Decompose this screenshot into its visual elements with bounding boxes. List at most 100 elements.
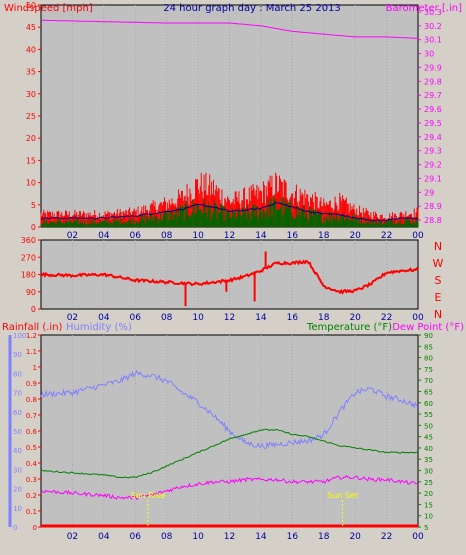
x-tick-label: 18 [318,231,330,241]
barometer-axis-title: Barometer [.in] [386,3,462,14]
x-tick-label: 16 [287,313,299,323]
x-tick-label: 08 [161,231,173,241]
humidity-y-tick-label: 80 [13,370,22,378]
dir-y-tick-label: 90 [26,288,36,297]
wind-axis-title: Windspeed [mph] [4,3,93,14]
x-tick-label: 08 [161,532,173,542]
compass-label: E [435,291,442,304]
temp-y-tick-label: 70 [424,377,433,385]
baro-y-tick-label: 29.2 [424,161,442,170]
x-tick-label: 02 [67,231,78,241]
x-tick-label: 20 [349,532,361,542]
graph-title: 24 hour graph day : March 25 2013 [163,3,341,14]
baro-y-tick-label: 30.2 [424,22,442,31]
temp-y-tick-label: 35 [424,456,433,464]
temp-y-tick-label: 5 [424,524,428,532]
wind-y-tick-label: 20 [26,134,36,143]
humidity-y-tick-label: 30 [13,466,22,474]
baro-y-tick-label: 29.3 [424,147,442,156]
wind-y-tick-label: 30 [26,90,36,99]
rain-y-tick-label: 0.5 [26,444,37,452]
temperature-line [40,428,419,479]
rain-y-tick-label: 0.7 [26,412,37,420]
temp-y-tick-label: 80 [424,355,433,363]
x-tick-label: 02 [67,313,78,323]
humidity-line [40,370,418,450]
wind-y-tick-label: 25 [26,112,36,121]
x-tick-label: 00 [412,313,424,323]
x-tick-label: 10 [192,313,204,323]
humidity-y-tick-label: 70 [13,390,22,398]
wind-y-tick-label: 5 [31,201,36,210]
x-tick-label: 06 [130,313,142,323]
temp-y-tick-label: 30 [424,468,433,476]
rain-y-tick-label: 0.1 [26,508,37,516]
humidity-y-tick-label: 10 [13,505,22,513]
sun-marker-label: Sun Set [327,491,358,500]
barometer-line [41,19,419,39]
temp-y-tick-label: 55 [424,411,433,419]
rain-y-tick-label: 1.1 [26,348,37,356]
temp-y-tick-label: 10 [424,513,433,521]
direction-line [40,259,419,295]
dir-y-tick-label: 270 [21,253,36,262]
compass-label: N [434,240,442,253]
rain-y-tick-label: 0.8 [26,396,37,404]
baro-y-tick-label: 29.8 [424,77,442,86]
direction-plot-area [40,239,419,310]
x-tick-label: 00 [412,231,424,241]
x-tick-label: 04 [98,313,110,323]
rain-y-tick-label: 0.3 [26,476,37,484]
temp-y-tick-label: 65 [424,388,433,396]
x-tick-label: 10 [192,231,204,241]
humidity-y-tick-label: 0 [13,524,17,532]
temp-y-tick-label: 60 [424,400,433,408]
x-tick-label: 06 [130,532,142,542]
compass-label: S [435,274,442,287]
x-tick-label: 18 [318,532,330,542]
x-tick-label: 20 [349,231,361,241]
wind-y-tick-label: 40 [26,45,36,54]
x-tick-label: 22 [381,532,392,542]
x-tick-label: 14 [255,231,267,241]
x-tick-label: 06 [130,231,142,241]
dir-y-tick-label: 360 [21,236,36,245]
x-tick-label: 04 [98,532,110,542]
humidity-y-tick-label: 50 [13,428,22,436]
x-tick-label: 08 [161,313,173,323]
x-tick-label: 22 [381,313,392,323]
rain-y-tick-label: 0.6 [26,428,38,436]
dewpoint-axis-title: Dew Point (°F) [392,322,464,333]
x-tick-label: 20 [349,313,361,323]
baro-y-tick-label: 29.1 [424,174,442,183]
wind-y-tick-label: 45 [26,23,36,32]
rain-y-tick-label: 1 [33,364,37,372]
baro-y-tick-label: 29.5 [424,119,442,128]
dewpoint-line [40,474,419,501]
temp-y-tick-label: 50 [424,422,433,430]
humidity-y-tick-label: 20 [13,486,22,494]
rain-y-tick-label: 0.2 [26,492,37,500]
x-tick-label: 04 [98,231,110,241]
x-tick-label: 12 [224,313,235,323]
baro-y-tick-label: 28.8 [424,216,442,225]
baro-y-tick-label: 29.4 [424,133,442,142]
temp-y-tick-label: 20 [424,490,433,498]
dir-y-tick-label: 0 [31,305,36,314]
wind-y-tick-label: 10 [26,179,36,188]
sun-marker-label: Sun Rise [130,491,165,500]
baro-y-tick-label: 30.3 [424,8,442,17]
humidity-y-tick-label: 40 [13,447,22,455]
baro-y-tick-label: 28.9 [424,202,442,211]
humidity-y-tick-label: 100 [13,332,26,340]
x-tick-label: 14 [255,532,267,542]
humidity-y-tick-label: 90 [13,351,22,359]
rain-y-tick-label: 0.4 [26,460,38,468]
x-tick-label: 18 [318,313,330,323]
rain-y-tick-label: 0.9 [26,380,37,388]
baro-y-tick-label: 30.1 [424,36,442,45]
temp-y-tick-label: 85 [424,343,433,351]
baro-y-tick-label: 29 [424,188,434,197]
compass-label: W [433,257,444,270]
